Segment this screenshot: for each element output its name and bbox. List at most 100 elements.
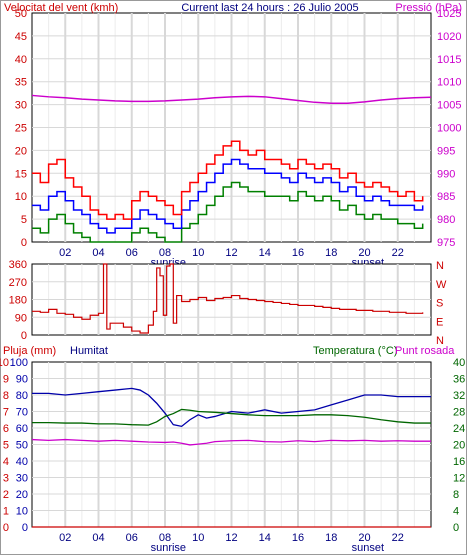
rain-humidity-temp-panel: 0204060810121416182022012345678910010203…	[0, 345, 465, 554]
rain-tick-label: 0	[3, 522, 9, 534]
x-tick-label: 18	[325, 247, 337, 259]
sunset-label: sunset	[352, 542, 384, 554]
x-tick-label: 04	[92, 532, 104, 544]
y-left-tick-label: 25	[15, 123, 27, 135]
direction-grid	[32, 264, 431, 335]
x-tick-label: 06	[126, 247, 138, 259]
dewpoint-axis-title: Punt rosada	[395, 345, 455, 357]
humidity-tick-label: 40	[16, 456, 28, 468]
temperature-tick-label: 8	[453, 489, 459, 501]
humidity-tick-label: 90	[16, 374, 28, 386]
x-tick-label: 16	[292, 532, 304, 544]
pressure-axis-title: Pressió (hPa)	[395, 2, 462, 14]
rain-tick-label: 9	[3, 374, 9, 386]
x-tick-label: 04	[92, 247, 104, 259]
x-tick-label: 02	[59, 247, 71, 259]
x-tick-label: 14	[259, 532, 271, 544]
rain-tick-label: 7	[3, 407, 9, 419]
compass-label: E	[436, 316, 443, 328]
y-left-tick-label: 0	[21, 237, 27, 249]
humidity-line	[32, 387, 431, 428]
direction-tick-label: 270	[9, 277, 27, 289]
y-left-tick-label: 50	[15, 8, 27, 20]
x-tick-label: 20	[358, 532, 370, 544]
temperature-tick-label: 16	[453, 456, 465, 468]
rain-tick-label: 3	[3, 473, 9, 485]
x-tick-label: 08	[159, 247, 171, 259]
rain-tick-label: 2	[3, 489, 9, 501]
temperature-tick-label: 0	[453, 522, 459, 534]
x-tick-label: 20	[358, 247, 370, 259]
compass-label: N	[436, 335, 444, 347]
temperature-tick-label: 28	[453, 407, 465, 419]
humidity-axis-title: Humitat	[70, 345, 108, 357]
humidity-tick-label: 50	[16, 440, 28, 452]
direction-tick-label: 90	[15, 312, 27, 324]
chart-title: Current last 24 hours : 26 Julio 2005	[181, 2, 358, 14]
mean-line	[32, 158, 424, 234]
humidity-tick-label: 80	[16, 390, 28, 402]
y-right-tick-label: 995	[437, 145, 455, 157]
wind-pressure-panel: 02 04 06 08 10 12 14 16 18 20 22051015202530354045…	[4, 2, 462, 269]
gust-line	[32, 140, 424, 220]
rain-tick-label: 5	[3, 440, 9, 452]
x-tick-label: 06	[126, 532, 138, 544]
y-right-tick-label: 980	[437, 214, 455, 226]
x-tick-label: 22	[392, 247, 404, 259]
temperature-tick-label: 24	[453, 423, 465, 435]
direction-tick-label: 360	[9, 259, 27, 271]
temperature-tick-label: 36	[453, 374, 465, 386]
y-left-tick-label: 45	[15, 31, 27, 43]
x-tick-label: 14	[259, 247, 271, 259]
y-right-tick-label: 975	[437, 237, 455, 249]
x-tick-label: 12	[225, 247, 237, 259]
y-right-tick-label: 1000	[437, 123, 461, 135]
y-left-tick-label: 15	[15, 168, 27, 180]
compass-label: S	[436, 298, 443, 310]
y-left-tick-label: 35	[15, 77, 27, 89]
humidity-tick-label: 20	[16, 489, 28, 501]
y-right-tick-label: 1005	[437, 100, 461, 112]
humidity-tick-label: 100	[10, 357, 28, 369]
humidity-tick-label: 60	[16, 423, 28, 435]
wind-axes: 02 04 06 08 10 12 14 16 18 20 22051015202530354045…	[15, 8, 462, 269]
direction-tick-label: 0	[21, 330, 27, 342]
wind-axis-title: Velocitat del vent (kmh)	[4, 2, 118, 14]
temperature-tick-label: 12	[453, 473, 465, 485]
x-tick-label: 16	[292, 247, 304, 259]
rain-tick-label: 6	[3, 423, 9, 435]
rain-tick-label: 1	[3, 506, 9, 518]
y-right-tick-label: 1025	[437, 8, 461, 20]
x-tick-label: 18	[325, 532, 337, 544]
wind-series	[31, 94, 432, 243]
humidity-tick-label: 10	[16, 506, 28, 518]
y-left-tick-label: 5	[21, 214, 27, 226]
direction-line	[32, 263, 424, 334]
climate-series	[31, 387, 431, 528]
temperature-tick-label: 40	[453, 357, 465, 369]
x-tick-label: 10	[192, 532, 204, 544]
direction-tick-label: 180	[9, 295, 27, 307]
x-tick-label: 08	[159, 532, 171, 544]
pressure-line	[31, 94, 432, 104]
y-right-tick-label: 1010	[437, 77, 461, 89]
x-tick-label: 10	[192, 247, 204, 259]
climate-grid	[32, 362, 431, 527]
y-right-tick-label: 1020	[437, 31, 461, 43]
rain-axis-title: Pluja (mm)	[3, 345, 56, 357]
x-tick-label: 12	[225, 532, 237, 544]
y-right-tick-label: 1015	[437, 54, 461, 66]
direction-series	[32, 263, 424, 334]
rain-tick-label: 10	[0, 357, 9, 369]
y-left-tick-label: 30	[15, 100, 27, 112]
x-tick-label: 02	[59, 532, 71, 544]
temperature-tick-label: 4	[453, 506, 459, 518]
rain-tick-label: 4	[3, 456, 9, 468]
temperature-tick-label: 32	[453, 390, 465, 402]
dewpoint-line	[31, 438, 431, 446]
y-right-tick-label: 990	[437, 168, 455, 180]
